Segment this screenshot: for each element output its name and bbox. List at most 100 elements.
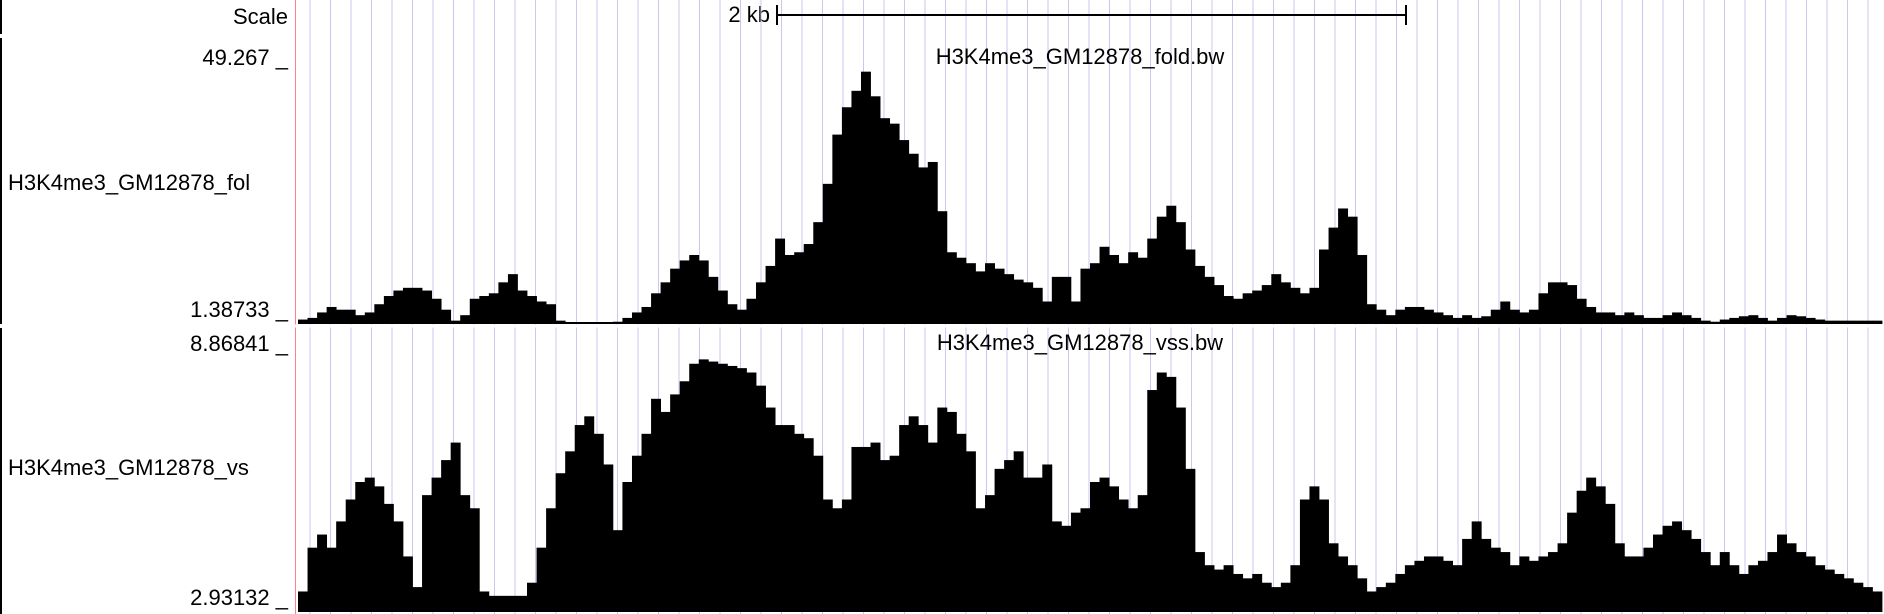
track-2-bin-17 <box>460 495 471 612</box>
track-2-bin-37 <box>651 398 661 612</box>
track-2-bin-164 <box>1862 587 1873 612</box>
track-2-bin-114 <box>1385 582 1396 612</box>
track-2-bin-141 <box>1643 547 1654 612</box>
track-1-bin-135 <box>1586 306 1597 324</box>
track-2-bin-13 <box>422 495 432 612</box>
track-2-bin-63 <box>899 425 910 612</box>
track-1-bin-54 <box>813 222 824 324</box>
track-2-bin-89 <box>1147 390 1158 612</box>
track-1-bin-65 <box>918 167 929 324</box>
track-2-bin-53 <box>803 438 814 612</box>
track-1-bin-69 <box>956 257 967 324</box>
track-1-bin-55 <box>822 183 833 324</box>
track-1-bin-73 <box>994 268 1005 324</box>
track-1-bin-58 <box>851 90 862 324</box>
track-2-bin-74 <box>1004 460 1015 612</box>
track-1-bin-76 <box>1023 282 1034 324</box>
track-2-bin-79 <box>1051 521 1062 612</box>
track-1-bin-111 <box>1357 254 1368 324</box>
track-1-bin-33 <box>612 321 623 324</box>
track-2-bin-120 <box>1443 560 1453 612</box>
track-2-bin-95 <box>1204 565 1215 612</box>
track-1-bin-34 <box>622 317 633 324</box>
track-2-bin-60 <box>870 442 881 612</box>
track-2-bin-15 <box>441 460 452 612</box>
track-2-bin-34 <box>622 481 633 612</box>
track-1-bin-26 <box>546 304 557 324</box>
track-1-bin-133 <box>1567 285 1578 324</box>
track-1-bin-97 <box>1223 296 1234 324</box>
track-2-bin-123 <box>1471 521 1482 612</box>
track-2-bin-130 <box>1538 556 1549 612</box>
track-1-left-bar <box>0 38 2 324</box>
track-2-bin-6 <box>355 481 366 612</box>
track-2-bin-84 <box>1099 477 1110 612</box>
track-2-bin-24 <box>527 582 537 612</box>
track-1-bin-47 <box>746 298 757 324</box>
track-1-bin-16 <box>450 320 461 324</box>
track-1-bin-117 <box>1414 306 1425 324</box>
track-2-bin-5 <box>345 499 356 612</box>
track-2-bin-93 <box>1185 468 1196 612</box>
track-2-bin-3 <box>326 547 337 612</box>
track-1-bin-151 <box>1738 316 1749 324</box>
track-2-bin-135 <box>1586 477 1597 612</box>
track-1-bin-53 <box>803 244 814 324</box>
track-1-bin-60 <box>870 96 881 324</box>
track-2-bin-131 <box>1548 552 1558 612</box>
track-2-bin-59 <box>860 446 871 612</box>
track-1-bin-107 <box>1319 249 1329 324</box>
track-2-bin-91 <box>1166 376 1177 612</box>
track-2-bin-2 <box>317 534 328 612</box>
track-2-bin-145 <box>1681 530 1692 612</box>
track-1-bin-100 <box>1252 290 1263 324</box>
track-2-bin-156 <box>1786 543 1797 612</box>
track-1-bin-109 <box>1338 208 1349 324</box>
track-2-bin-132 <box>1557 543 1568 612</box>
track-1-bin-8 <box>374 304 385 324</box>
track-2-bin-47 <box>746 372 757 612</box>
track-2-bin-113 <box>1376 587 1387 612</box>
track-2-bin-92 <box>1175 407 1186 612</box>
track-1-bin-37 <box>651 293 661 324</box>
track-2-bin-85 <box>1109 486 1120 612</box>
track-1-bin-160 <box>1824 320 1835 324</box>
track-2-bin-55 <box>822 499 833 612</box>
track-1-bin-29 <box>574 322 585 324</box>
track-2-short-label[interactable]: H3K4me3_GM12878_vs <box>8 455 249 480</box>
track-1-bin-25 <box>536 301 547 324</box>
track-1-bin-140 <box>1633 315 1644 324</box>
track-2-bin-86 <box>1118 499 1129 612</box>
track-1-bin-52 <box>794 252 805 324</box>
track-2-bin-115 <box>1395 573 1406 612</box>
track-1-bin-6 <box>355 315 366 324</box>
track-1-bin-2 <box>317 312 328 324</box>
track-1-bin-7 <box>364 312 375 324</box>
track-2-bin-27 <box>555 473 566 612</box>
track-2-bin-43 <box>708 361 719 612</box>
track-1-bin-20 <box>488 293 499 324</box>
track-1-bin-142 <box>1652 317 1663 324</box>
track-1-bin-27 <box>555 320 566 324</box>
track-2-bin-82 <box>1080 508 1091 612</box>
track-1-bin-126 <box>1500 301 1511 324</box>
track-1-bin-87 <box>1128 252 1139 324</box>
track-1-bin-125 <box>1490 309 1501 324</box>
track-1-bin-43 <box>708 276 719 324</box>
track-2-bin-142 <box>1652 534 1663 612</box>
track-2-bin-98 <box>1233 573 1244 612</box>
track-1-bin-50 <box>775 238 786 324</box>
track-1-bin-36 <box>641 306 652 324</box>
track-2-bin-144 <box>1672 521 1683 612</box>
track-2-bin-90 <box>1156 372 1167 612</box>
track-1-bin-78 <box>1042 301 1053 324</box>
track-2-bin-153 <box>1757 560 1768 612</box>
track-1-bin-134 <box>1576 298 1587 324</box>
track-1-bin-51 <box>784 254 795 324</box>
track-2-bin-110 <box>1347 565 1358 612</box>
track-1-short-label[interactable]: H3K4me3_GM12878_fol <box>8 170 251 195</box>
track-1-bin-98 <box>1233 298 1244 324</box>
track-1-bin-127 <box>1509 309 1520 324</box>
